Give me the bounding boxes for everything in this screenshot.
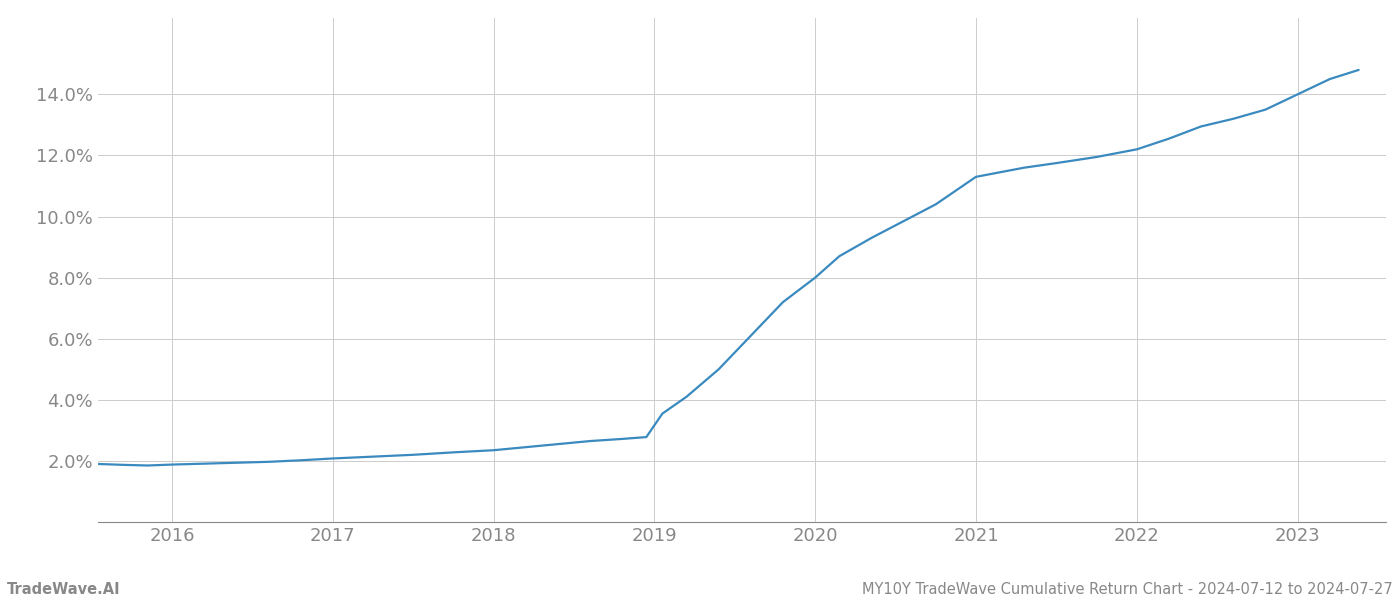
Text: MY10Y TradeWave Cumulative Return Chart - 2024-07-12 to 2024-07-27: MY10Y TradeWave Cumulative Return Chart … [862, 582, 1393, 597]
Text: TradeWave.AI: TradeWave.AI [7, 582, 120, 597]
